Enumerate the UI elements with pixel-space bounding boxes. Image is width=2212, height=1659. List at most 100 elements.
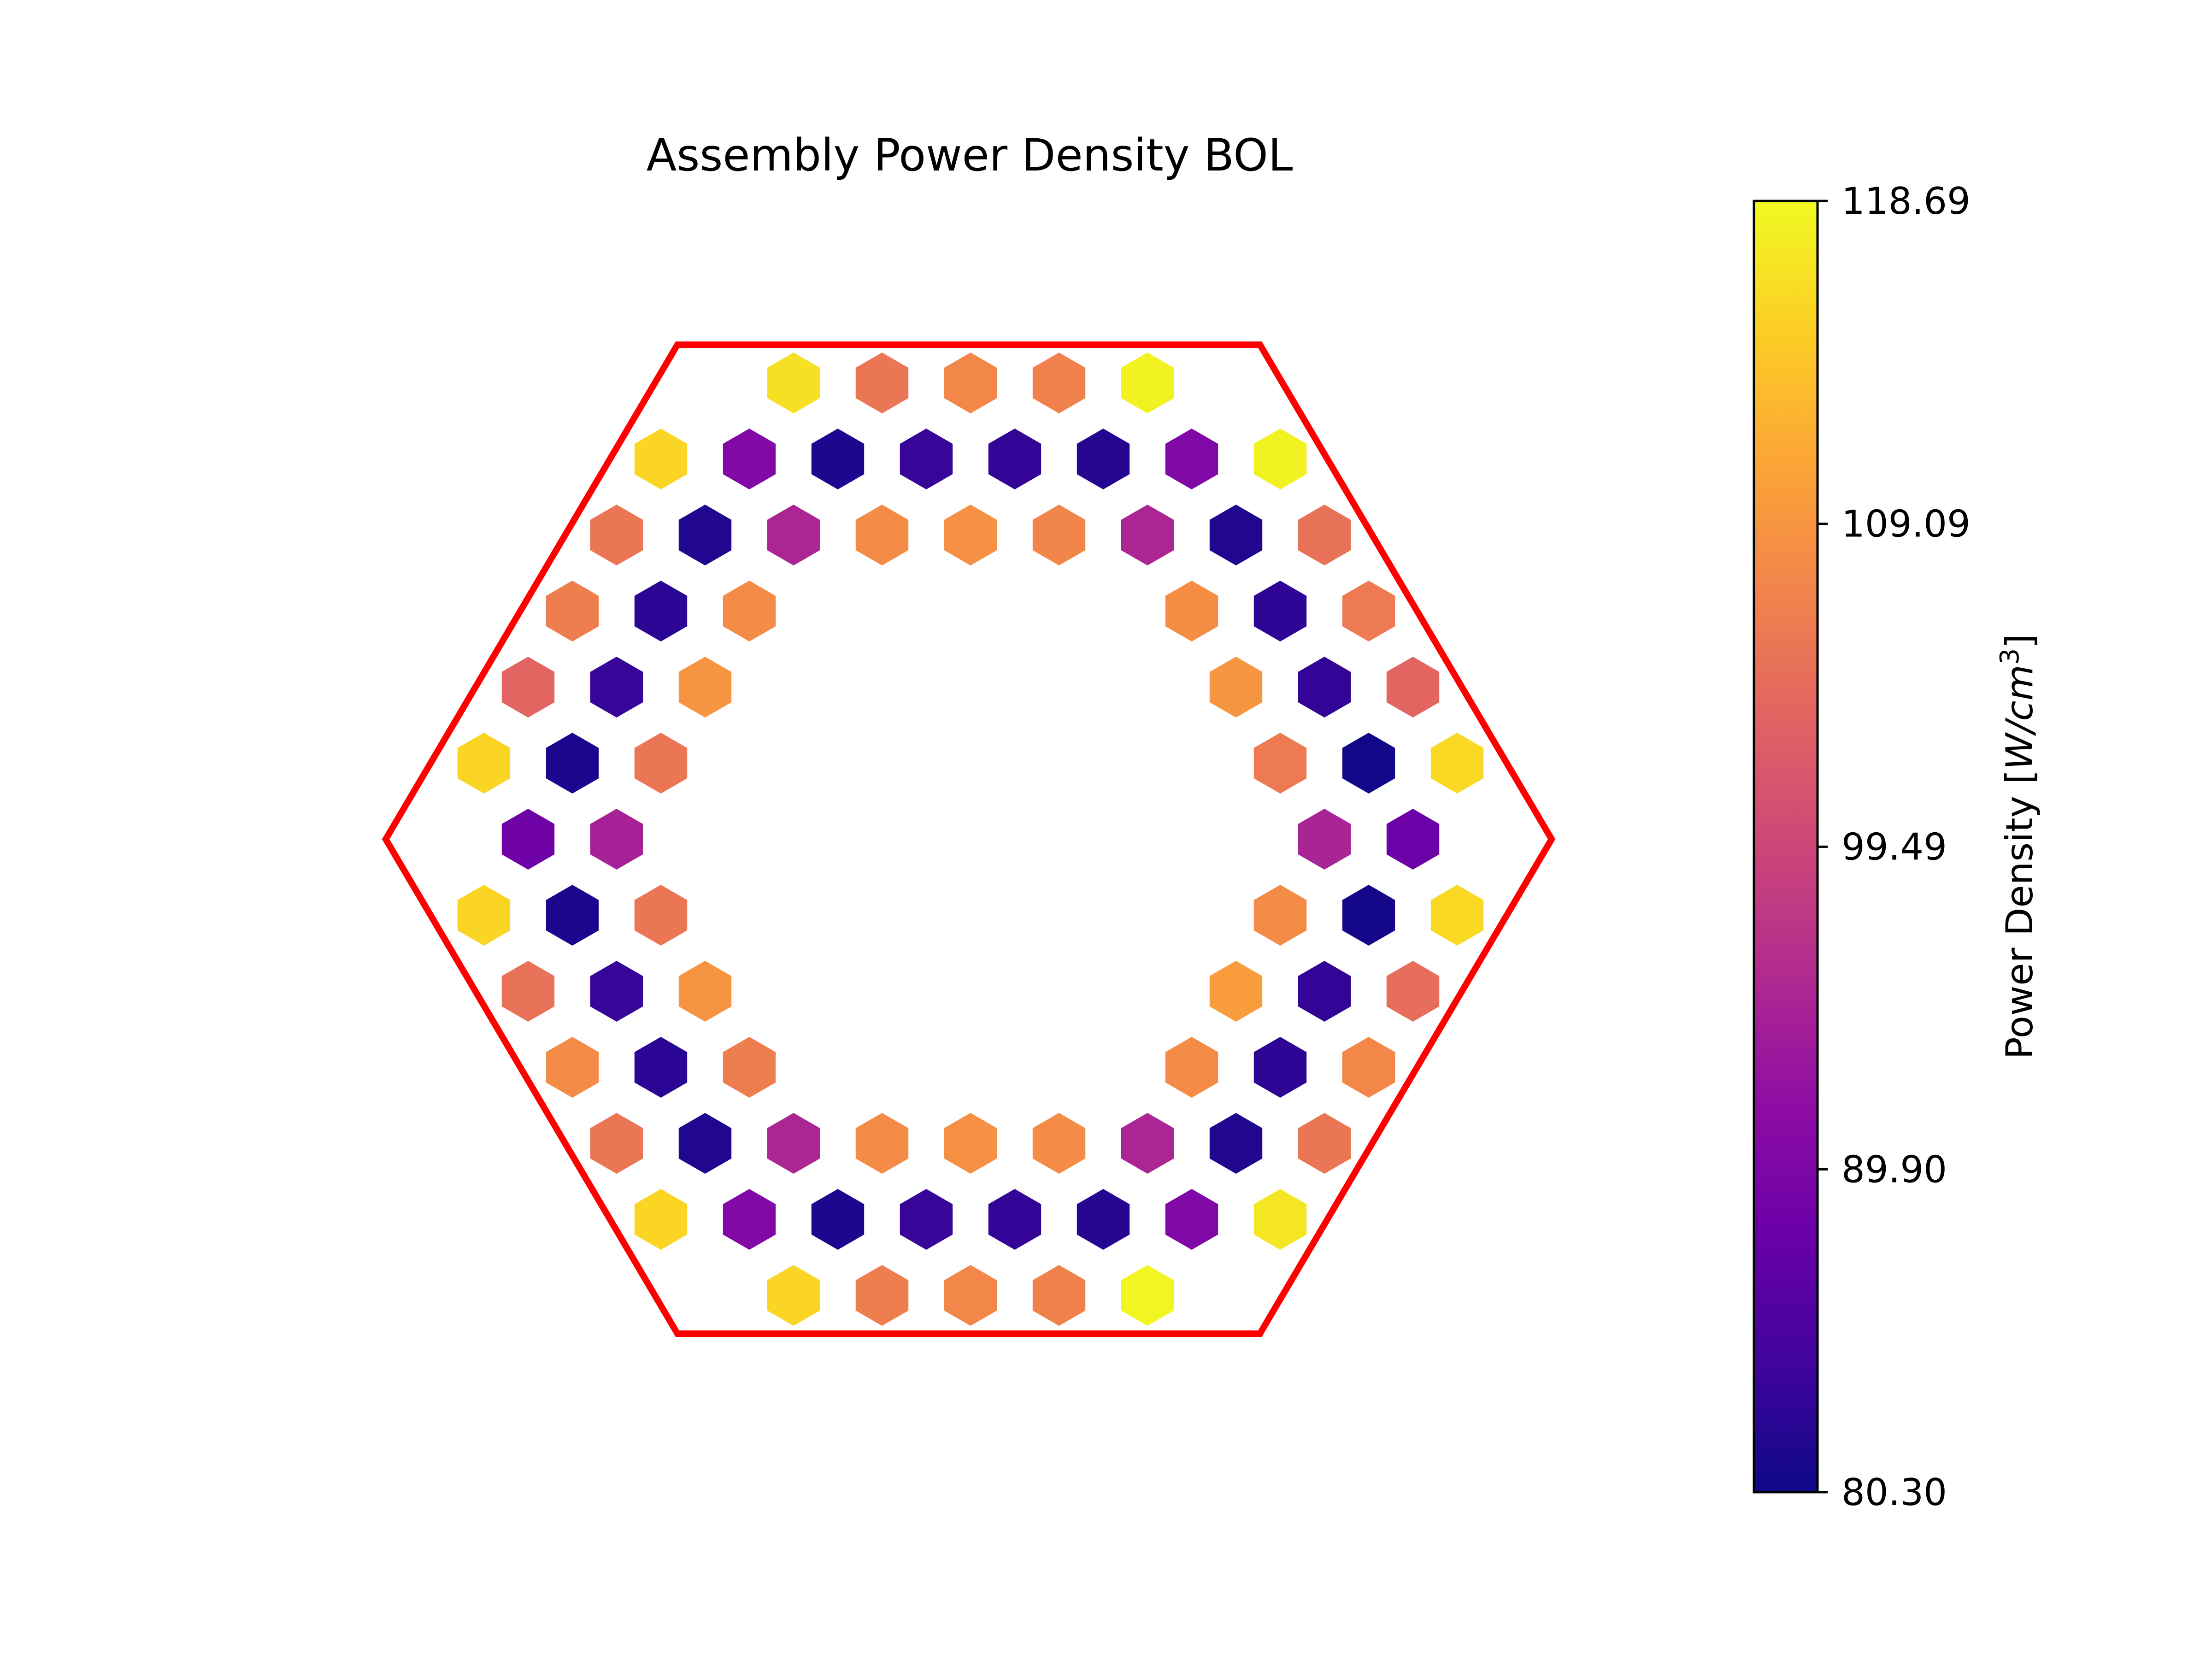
assembly-hex-r11-c1: [723, 1189, 776, 1250]
colorbar-tick-label: 80.30: [1841, 1471, 1947, 1514]
assembly-hex-r12-c2: [944, 1265, 997, 1326]
colorbar: 118.69 109.09 99.49 89.90 80.30 Power Densit…: [1753, 180, 2041, 1514]
assembly-hex-r5-c2: [634, 733, 688, 794]
colorbar-ticks: 118.69 109.09 99.49 89.90 80.30: [1818, 180, 1971, 1514]
chart-title: Assembly Power Density BOL: [647, 129, 1293, 181]
assembly-hex-r4-c3: [1209, 657, 1263, 718]
assembly-hex-r2-c8: [1298, 505, 1351, 565]
assembly-hex-r1-c2: [811, 429, 865, 489]
assembly-hex-r12-c1: [855, 1265, 909, 1326]
assembly-hex-r11-c2: [811, 1189, 865, 1250]
assembly-hex-r6-c0: [501, 809, 555, 870]
assembly-hex-r2-c4: [944, 505, 997, 565]
assembly-hex-r3-c1: [634, 581, 688, 641]
assembly-hex-r10-c0: [590, 1113, 643, 1174]
assembly-hex-r6-c1: [590, 809, 643, 870]
assembly-hex-r8-c1: [590, 961, 643, 1022]
assembly-hex-r10-c6: [1121, 1113, 1174, 1174]
assembly-hex-r6-c2: [1298, 809, 1351, 870]
assembly-hex-r2-c5: [1032, 505, 1086, 565]
assembly-hex-r0-c2: [944, 353, 997, 413]
assembly-hex-r2-c0: [590, 505, 643, 565]
assembly-hex-r8-c5: [1386, 961, 1440, 1022]
assembly-hex-r8-c4: [1298, 961, 1351, 1022]
assembly-hex-r3-c0: [546, 581, 599, 641]
assembly-map: [457, 353, 1484, 1326]
assembly-hex-r4-c0: [501, 657, 555, 718]
assembly-hex-r12-c3: [1032, 1265, 1086, 1326]
assembly-hex-r2-c2: [767, 505, 820, 565]
colorbar-unit-exponent: 3: [1995, 648, 2025, 665]
assembly-hex-r1-c4: [988, 429, 1041, 489]
assembly-hex-r11-c5: [1077, 1189, 1130, 1250]
assembly-hex-r3-c4: [1253, 581, 1307, 641]
assembly-hex-r7-c4: [1342, 885, 1395, 946]
assembly-hex-r5-c5: [1430, 733, 1484, 794]
assembly-hex-r11-c4: [988, 1189, 1041, 1250]
assembly-hex-r10-c5: [1032, 1113, 1086, 1174]
assembly-hex-r1-c6: [1165, 429, 1218, 489]
assembly-hex-r8-c2: [678, 961, 732, 1022]
assembly-hex-r10-c8: [1298, 1113, 1351, 1174]
assembly-hex-r7-c0: [457, 885, 511, 946]
assembly-hex-r7-c5: [1430, 885, 1484, 946]
assembly-hex-r0-c3: [1032, 353, 1086, 413]
assembly-hex-r9-c3: [1165, 1037, 1218, 1098]
assembly-hex-r11-c0: [634, 1189, 688, 1250]
assembly-hex-r5-c1: [546, 733, 599, 794]
assembly-hex-r1-c7: [1253, 429, 1307, 489]
assembly-hex-r3-c3: [1165, 581, 1218, 641]
assembly-hex-r7-c3: [1253, 885, 1307, 946]
assembly-hex-r5-c3: [1253, 733, 1307, 794]
assembly-hex-r11-c3: [900, 1189, 953, 1250]
assembly-hex-r1-c3: [900, 429, 953, 489]
assembly-hex-r9-c1: [634, 1037, 688, 1098]
assembly-hex-r5-c4: [1342, 733, 1395, 794]
assembly-hex-r10-c1: [678, 1113, 732, 1174]
assembly-hex-r9-c2: [723, 1037, 776, 1098]
assembly-hex-r3-c5: [1342, 581, 1395, 641]
assembly-hex-r4-c4: [1298, 657, 1351, 718]
assembly-hex-r12-c4: [1121, 1265, 1174, 1326]
assembly-hex-r8-c3: [1209, 961, 1263, 1022]
assembly-hex-r9-c5: [1342, 1037, 1395, 1098]
colorbar-tick-label: 99.49: [1841, 825, 1947, 868]
assembly-hex-r2-c7: [1209, 505, 1263, 565]
assembly-hex-r10-c4: [944, 1113, 997, 1174]
assembly-hex-r5-c0: [457, 733, 511, 794]
colorbar-label-text: Power Density: [1998, 796, 2041, 1059]
assembly-hex-r2-c6: [1121, 505, 1174, 565]
assembly-boundary: [382, 341, 1556, 1337]
colorbar-tick-label: 89.90: [1841, 1148, 1947, 1191]
assembly-hex-r2-c3: [855, 505, 909, 565]
assembly-hex-r2-c1: [678, 505, 732, 565]
assembly-hex-r0-c1: [855, 353, 909, 413]
assembly-hex-r1-c1: [723, 429, 776, 489]
colorbar-tick-label: 109.09: [1841, 503, 1971, 546]
assembly-hex-r4-c5: [1386, 657, 1440, 718]
assembly-hex-r3-c2: [723, 581, 776, 641]
assembly-hex-r10-c7: [1209, 1113, 1263, 1174]
colorbar-gradient: [1754, 201, 1818, 1492]
assembly-hex-r7-c1: [546, 885, 599, 946]
assembly-hex-r1-c5: [1077, 429, 1130, 489]
assembly-hex-r8-c0: [501, 961, 555, 1022]
assembly-hex-r10-c2: [767, 1113, 820, 1174]
assembly-hex-r12-c0: [767, 1265, 820, 1326]
assembly-hex-r6-c3: [1386, 809, 1440, 870]
assembly-hex-r4-c1: [590, 657, 643, 718]
colorbar-tick-label: 118.69: [1841, 180, 1971, 223]
assembly-hex-r10-c3: [855, 1113, 909, 1174]
assembly-hex-r11-c7: [1253, 1189, 1307, 1250]
assembly-hex-r9-c4: [1253, 1037, 1307, 1098]
assembly-hex-r11-c6: [1165, 1189, 1218, 1250]
assembly-hex-r4-c2: [678, 657, 732, 718]
assembly-hex-r7-c2: [634, 885, 688, 946]
assembly-hex-r0-c0: [767, 353, 820, 413]
assembly-hex-r1-c0: [634, 429, 688, 489]
colorbar-label: Power Density [W/cm3]: [1995, 634, 2041, 1059]
colorbar-unit-base: W/cm: [1998, 665, 2041, 770]
assembly-hex-r0-c4: [1121, 353, 1174, 413]
